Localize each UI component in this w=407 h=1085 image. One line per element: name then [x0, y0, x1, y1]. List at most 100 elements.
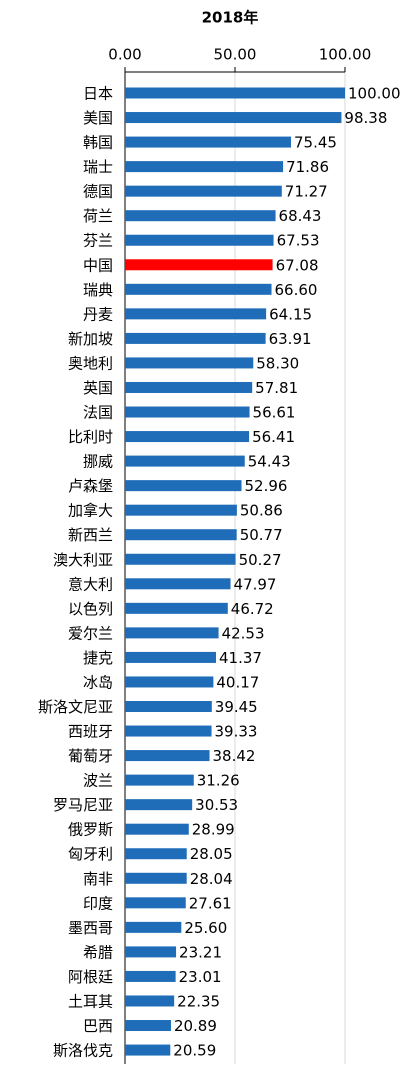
bar [125, 627, 219, 639]
value-label: 28.04 [190, 870, 233, 888]
y-tick-label: 新加坡 [68, 330, 113, 348]
bar [125, 455, 245, 467]
y-tick-label: 南非 [83, 870, 113, 888]
value-label: 46.72 [231, 600, 274, 618]
bar [125, 995, 175, 1007]
bar [125, 283, 272, 295]
bar [125, 406, 250, 418]
bar [125, 357, 254, 369]
bar [125, 701, 212, 712]
value-label: 67.53 [277, 232, 320, 250]
y-tick-label: 匈牙利 [68, 845, 113, 863]
value-label: 47.97 [234, 575, 277, 593]
value-label: 100.00 [348, 85, 401, 103]
bar [125, 897, 186, 909]
y-tick-label: 阿根廷 [68, 968, 113, 986]
y-tick-label: 瑞典 [83, 281, 113, 299]
bar [125, 725, 212, 737]
bar [125, 480, 242, 492]
value-label: 75.45 [294, 134, 337, 152]
bar [125, 1020, 171, 1032]
y-tick-label: 意大利 [68, 575, 113, 593]
value-label: 50.77 [240, 526, 283, 544]
value-label: 40.17 [216, 673, 259, 691]
value-label: 68.43 [279, 207, 322, 225]
y-tick-label: 土耳其 [68, 992, 113, 1010]
y-tick-label: 美国 [83, 109, 113, 127]
y-tick-label: 爱尔兰 [68, 624, 113, 642]
y-tick-label: 中国 [83, 256, 113, 274]
value-label: 63.91 [269, 330, 312, 348]
bar [125, 185, 282, 197]
bar [125, 210, 276, 222]
bar [125, 308, 267, 320]
y-tick-label: 卢森堡 [68, 477, 113, 495]
value-label: 25.60 [184, 919, 227, 937]
y-tick-label: 俄罗斯 [68, 821, 113, 839]
value-label: 23.01 [179, 968, 222, 986]
bar [125, 504, 237, 516]
value-label: 42.53 [222, 624, 265, 642]
value-label: 50.27 [239, 551, 282, 569]
y-tick-label: 丹麦 [83, 305, 113, 323]
y-tick-label: 芬兰 [83, 232, 113, 250]
y-tick-label: 挪威 [83, 453, 113, 471]
bar [125, 578, 231, 590]
bar [125, 774, 194, 786]
value-label: 66.60 [275, 281, 318, 299]
value-label: 28.05 [190, 845, 233, 863]
y-tick-label: 西班牙 [68, 723, 113, 741]
value-label: 64.15 [269, 305, 312, 323]
bar [125, 234, 274, 246]
bar [125, 332, 266, 344]
y-tick-label: 巴西 [83, 1017, 113, 1035]
bar [125, 676, 214, 688]
y-tick-label: 韩国 [83, 134, 113, 152]
bar [125, 823, 189, 835]
value-label: 31.26 [197, 772, 240, 790]
value-label: 27.61 [189, 894, 232, 912]
value-label: 71.27 [285, 183, 328, 201]
value-label: 20.89 [174, 1017, 217, 1035]
bar [125, 750, 210, 762]
value-label: 50.86 [240, 502, 283, 520]
value-label: 56.41 [252, 428, 295, 446]
y-tick-label: 罗马尼亚 [53, 796, 113, 814]
y-tick-label: 斯洛伐克 [53, 1042, 113, 1060]
y-tick-label: 希腊 [83, 943, 113, 961]
bar [125, 553, 236, 565]
value-label: 52.96 [245, 477, 288, 495]
y-tick-label: 加拿大 [68, 502, 113, 520]
y-tick-label: 波兰 [83, 772, 113, 790]
bar [125, 970, 176, 982]
y-tick-label: 墨西哥 [68, 919, 113, 937]
y-tick-label: 英国 [83, 379, 113, 397]
value-label: 22.35 [177, 992, 220, 1010]
bar [125, 381, 253, 393]
bar [125, 529, 237, 541]
bar [125, 431, 250, 443]
bar [125, 872, 187, 884]
bar [125, 799, 193, 811]
bar [125, 946, 177, 958]
y-tick-label: 瑞士 [83, 158, 113, 176]
value-label: 67.08 [276, 256, 319, 274]
value-label: 20.59 [173, 1042, 216, 1060]
value-label: 23.21 [179, 943, 222, 961]
y-tick-label: 荷兰 [83, 207, 113, 225]
bar [125, 1044, 171, 1056]
value-label: 39.45 [215, 698, 258, 716]
y-tick-label: 葡萄牙 [68, 747, 113, 765]
value-label: 57.81 [255, 379, 298, 397]
x-tick-label: 50.00 [214, 46, 257, 64]
y-tick-label: 奥地利 [68, 354, 113, 372]
x-tick-label: 100.00 [319, 46, 372, 64]
bar [125, 602, 228, 614]
bar [125, 259, 273, 271]
value-label: 38.42 [213, 747, 256, 765]
bar [125, 161, 284, 173]
y-tick-label: 捷克 [83, 649, 113, 667]
value-label: 41.37 [219, 649, 262, 667]
bar [125, 651, 217, 663]
